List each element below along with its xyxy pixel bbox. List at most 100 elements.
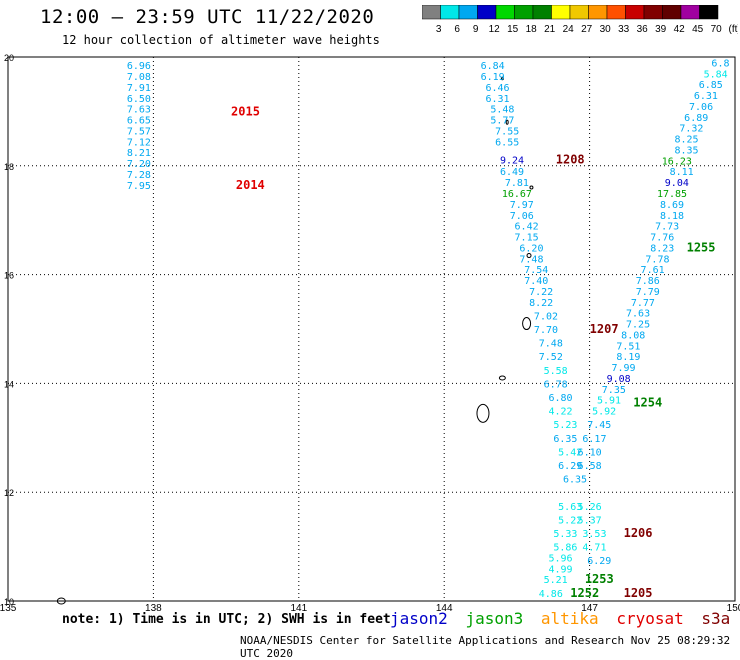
lat-tick-label: 12 [4,488,14,498]
colorbar-tick-label: 70 [711,24,723,35]
wave-height-label: 5.77 [490,116,514,127]
wave-height-label: 7.54 [524,265,548,276]
wave-height-label: 7.77 [631,298,655,309]
wave-height-label: 5.23 [553,420,577,431]
wave-height-label: 7.57 [127,126,151,137]
wave-height-label: 6.29 [558,461,582,472]
wave-height-label: 5.42 [558,447,582,458]
wave-height-label: 6.89 [684,113,708,124]
wave-height-label: 6.80 [548,393,572,404]
wave-height-label: 7.35 [602,385,626,396]
wave-height-label: 6.8 [711,58,729,69]
wave-height-label: 5.91 [597,396,621,407]
wave-height-label: 6.84 [481,61,505,72]
wave-height-label: 8.25 [674,135,698,146]
wave-height-label: 5.37 [578,515,602,526]
wave-height-label: 7.55 [495,126,519,137]
satellite-legend: jason2 jason3 altika cryosat s3a [390,609,738,628]
lat-tick-label: 18 [4,162,14,172]
colorbar-tick-label: 6 [454,24,460,35]
wave-height-label: 7.48 [539,339,563,350]
footer-note: note: 1) Time is in UTC; 2) SWH is in fe… [62,612,391,627]
wave-height-label: 7.02 [534,311,558,322]
colorbar-tick-label: 42 [674,24,686,35]
wave-height-label: 6.20 [519,243,543,254]
sat-jason2: jason2 [390,609,448,628]
wave-height-label: 7.97 [510,200,534,211]
island-outline [476,403,490,423]
wave-height-label: 16.23 [662,156,692,167]
wave-height-label: 4.99 [548,564,572,575]
wave-height-label: 6.85 [699,80,723,91]
wave-height-label: 7.32 [679,124,703,135]
pass-label: 1206 [624,526,653,540]
wave-height-label: 5.86 [553,543,577,554]
pass-label: 1254 [633,395,662,409]
wave-height-label: 7.78 [645,254,669,265]
island-outline [56,597,66,605]
pass-label: 1207 [590,322,619,336]
wave-height-label: 6.29 [587,556,611,567]
wave-height-label: 6.10 [578,447,602,458]
colorbar-tick-label: 39 [655,24,667,35]
wave-height-label: 6.17 [582,434,606,445]
wave-height-label: 5.21 [544,575,568,586]
lon-tick-label: 135 [0,603,17,614]
wave-height-label: 5.26 [578,502,602,513]
island-outline [500,77,504,81]
lat-tick-label: 20 [4,53,14,63]
pass-label: 1205 [624,586,653,600]
wave-height-label: 4.86 [539,589,563,600]
wave-height-label: 3.53 [582,529,606,540]
colorbar-tick-label: 24 [563,24,575,35]
wave-height-label: 7.99 [611,363,635,374]
wave-height-label: 7.12 [127,137,151,148]
wave-height-label: 7.08 [127,72,151,83]
pass-label: 1208 [556,152,585,166]
colorbar-tick-label: 18 [526,24,538,35]
island-outline [498,375,506,381]
colorbar-tick-label: 45 [692,24,704,35]
wave-height-label: 8.23 [650,243,674,254]
wave-height-label: 8.19 [616,352,640,363]
colorbar-tick-label: 27 [581,24,593,35]
wave-height-label: 6.42 [515,222,539,233]
wave-height-label: 7.91 [127,83,151,94]
wave-height-label: 7.06 [510,211,534,222]
wave-height-label: 6.55 [495,137,519,148]
wave-height-label: 6.31 [485,94,509,105]
wave-height-label: 5.84 [704,69,728,80]
wave-height-label: 7.06 [689,102,713,113]
wave-height-label: 4.71 [582,543,606,554]
lon-tick-label: 150 [727,603,740,614]
wave-height-label: 7.40 [524,276,548,287]
wave-height-label: 7.20 [127,159,151,170]
wave-height-label: 6.65 [127,116,151,127]
wave-height-label: 6.58 [578,461,602,472]
colorbar-tick-label: (ft) [729,24,738,35]
wave-height-label: 7.25 [626,320,650,331]
wave-height-label: 7.86 [636,276,660,287]
colorbar-tick-label: 9 [473,24,479,35]
island-outline [505,119,509,125]
map-frame [7,56,736,602]
wave-height-label: 16.67 [502,189,532,200]
colorbar-tick-label: 36 [637,24,649,35]
lon-tick-label: 141 [290,603,307,614]
colorbar-tick-label: 12 [489,24,501,35]
wave-height-label: 7.63 [626,309,650,320]
island-outline [529,185,534,190]
pass-label: 1255 [687,240,716,254]
wave-height-label: 9.04 [665,178,689,189]
wave-height-label: 5.48 [490,105,514,116]
island-outline [522,317,532,331]
colorbar-tick-label: 3 [436,24,442,35]
wave-height-label: 5.63 [558,502,582,513]
colorbar-tick-label: 15 [507,24,519,35]
sat-s3a: s3a [701,609,731,628]
sat-altika: altika [540,609,599,628]
wave-height-label: 7.52 [539,352,563,363]
colorbar-tick-label: 30 [600,24,612,35]
